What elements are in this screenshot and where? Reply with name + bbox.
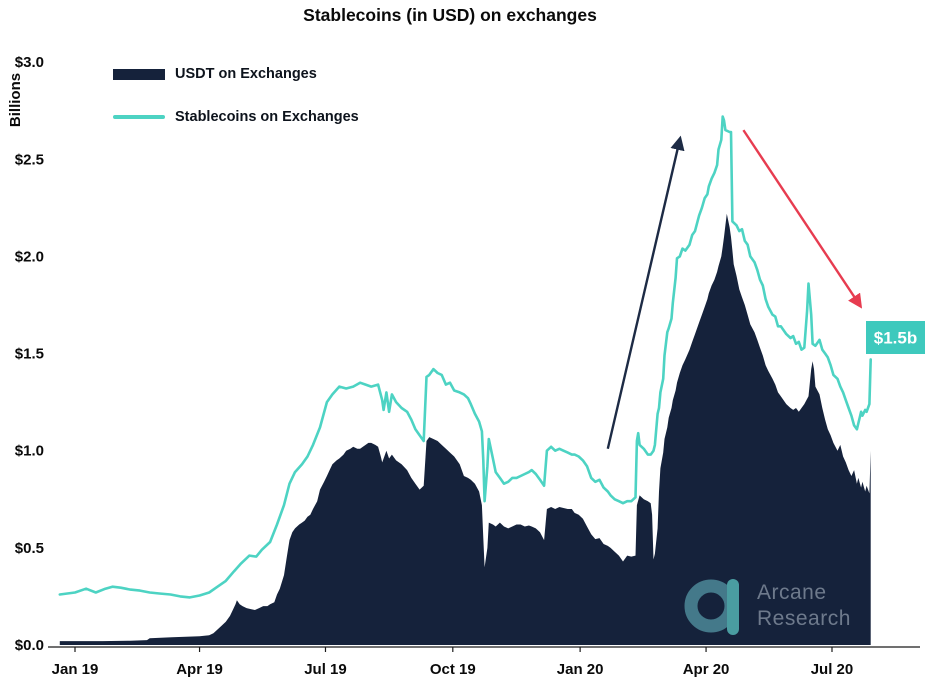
y-axis-unit-label: Billions (7, 72, 24, 128)
logo-a-stem-icon (727, 579, 739, 635)
legend-item-stablecoins: Stablecoins on Exchanges (113, 109, 359, 125)
y-axis-tick-label: $0.0 (15, 637, 44, 654)
y-axis-tick-label: $1.0 (15, 443, 44, 460)
usdt-area-swatch-icon (113, 68, 165, 80)
arcane-research-logo: Arcane Research (684, 579, 851, 635)
y-axis-tick-label: $1.5 (15, 346, 44, 363)
y-axis-tick-label: $2.5 (15, 151, 44, 168)
x-axis-tick-label: Jul 19 (304, 661, 347, 678)
y-axis-tick-label: $2.0 (15, 248, 44, 265)
y-axis-tick-label: $3.0 (15, 54, 44, 71)
value-badge-label: $1.5b (874, 329, 917, 348)
x-axis-tick-label: Oct 19 (430, 661, 476, 678)
value-badge: $1.5b (866, 321, 925, 354)
chart-title: Stablecoins (in USD) on exchanges (303, 5, 597, 25)
x-axis-tick-label: Jan 20 (557, 661, 604, 678)
x-axis-labels: Jan 19 Apr 19 Jul 19 Oct 19 Jan 20 Apr 20 Jul … (52, 661, 854, 678)
usdt-area-series (59, 213, 871, 645)
legend-label-stablecoins: Stablecoins on Exchanges (175, 109, 359, 125)
x-axis-ticks (74, 647, 833, 652)
downtrend-arrow-icon (742, 129, 863, 309)
x-axis-tick-label: Jul 20 (811, 661, 854, 678)
legend-label-usdt: USDT on Exchanges (175, 66, 317, 82)
logo-text-line2: Research (757, 607, 851, 630)
y-axis-tick-label: $0.5 (15, 540, 44, 557)
uptrend-arrow-icon (606, 135, 685, 450)
legend-item-usdt: USDT on Exchanges (113, 66, 359, 82)
logo-text-line1: Arcane (757, 581, 827, 604)
stablecoins-line-series (58, 115, 872, 599)
x-axis-tick-label: Apr 19 (176, 661, 223, 678)
value-badge-background (866, 321, 925, 354)
stablecoins-line-swatch-icon (113, 115, 165, 119)
y-axis-labels: $3.0 $2.5 $2.0 $1.5 $1.0 $0.5 $0.0 (15, 54, 44, 654)
legend: USDT on Exchanges Stablecoins on Exchang… (113, 66, 359, 152)
x-axis-tick-label: Jan 19 (52, 661, 99, 678)
x-axis-tick-label: Apr 20 (683, 661, 730, 678)
